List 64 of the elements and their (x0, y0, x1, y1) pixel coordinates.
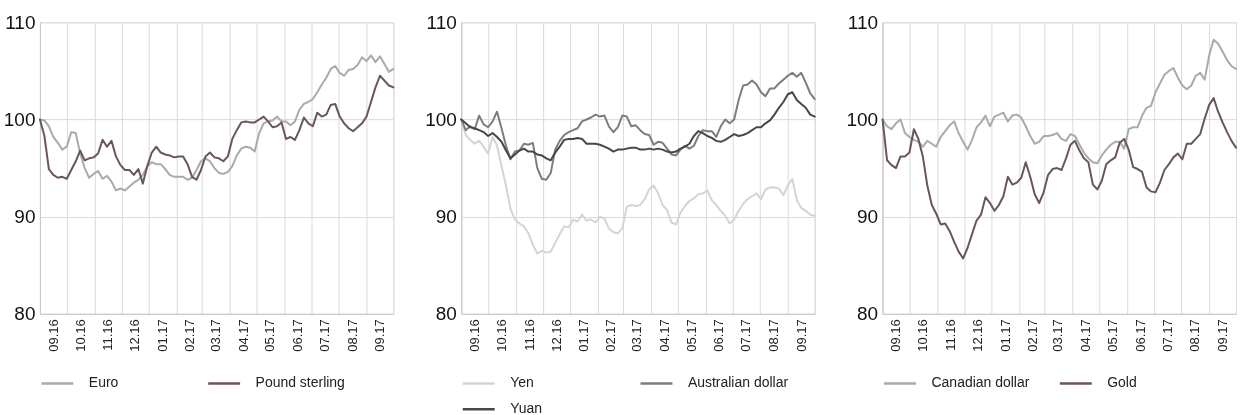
y-tick-label: 100 (846, 108, 879, 130)
y-tick-label: 80 (14, 303, 36, 325)
x-tick-label: 12.16 (969, 319, 985, 352)
legend-label: Euro (88, 374, 119, 391)
line-series (38, 54, 395, 192)
legend-label: Pound sterling (255, 374, 345, 391)
x-tick-label: 06.17 (711, 319, 727, 352)
x-tick-label: 04.17 (235, 319, 251, 352)
y-tick-label: 90 (435, 206, 457, 228)
x-tick-label: 01.17 (997, 319, 1013, 352)
x-tick-label: 09.17 (793, 319, 809, 352)
x-tick-label: 11.16 (943, 319, 959, 351)
x-tick-label: 09.16 (45, 319, 61, 352)
x-tick-label: 09.16 (467, 319, 483, 352)
line-series (881, 38, 1238, 165)
x-tick-label: 08.17 (766, 319, 782, 352)
x-tick-label: 07.17 (1159, 319, 1175, 352)
legend-label: Canadian dollar (931, 374, 1030, 391)
x-tick-label: 12.16 (127, 319, 143, 352)
x-tick-label: 09.17 (1215, 319, 1231, 352)
x-tick-label: 07.17 (316, 319, 332, 352)
x-tick-label: 07.17 (738, 319, 754, 352)
legend-label: Gold (1107, 374, 1137, 391)
x-tick-label: 09.17 (372, 319, 388, 352)
x-tick-label: 12.16 (548, 319, 564, 352)
y-tick-label: 90 (14, 206, 36, 228)
legend-label: Yen (510, 374, 534, 391)
y-tick-label: 110 (847, 11, 879, 33)
x-tick-label: 03.17 (1050, 319, 1066, 352)
x-tick-label: 01.17 (155, 319, 171, 352)
x-tick-label: 08.17 (344, 319, 360, 352)
y-tick-label: 100 (425, 108, 457, 130)
x-tick-label: 10.16 (494, 319, 510, 352)
x-tick-label: 10.16 (72, 319, 88, 352)
x-tick-label: 06.17 (1132, 319, 1148, 352)
x-tick-label: 02.17 (603, 319, 619, 352)
x-tick-label: 10.16 (915, 319, 931, 352)
line-series (881, 97, 1238, 260)
y-tick-label: 80 (435, 303, 457, 325)
y-tick-label: 100 (3, 108, 36, 130)
y-tick-label: 80 (857, 303, 879, 325)
x-tick-label: 04.17 (1078, 319, 1094, 352)
x-tick-label: 01.17 (576, 319, 592, 352)
y-tick-label: 110 (426, 11, 457, 33)
x-tick-label: 04.17 (656, 319, 672, 352)
y-tick-label: 110 (5, 11, 36, 33)
y-tick-label: 90 (857, 206, 879, 228)
x-tick-label: 03.17 (207, 319, 223, 352)
legend-label: Australian dollar (687, 374, 789, 391)
x-tick-label: 11.16 (100, 319, 116, 351)
x-tick-label: 11.16 (521, 319, 537, 351)
x-tick-label: 08.17 (1187, 319, 1203, 352)
line-series (38, 74, 395, 185)
x-tick-label: 09.16 (888, 319, 904, 352)
line-series (460, 91, 816, 162)
legend-label: Yuan (510, 400, 543, 415)
x-tick-label: 05.17 (683, 319, 699, 352)
x-tick-label: 03.17 (629, 319, 645, 352)
x-tick-label: 02.17 (1024, 319, 1040, 352)
x-tick-label: 05.17 (1105, 319, 1121, 352)
x-tick-label: 02.17 (181, 319, 197, 352)
x-tick-label: 05.17 (262, 319, 278, 352)
line-series (460, 71, 816, 181)
x-tick-label: 06.17 (290, 319, 306, 352)
